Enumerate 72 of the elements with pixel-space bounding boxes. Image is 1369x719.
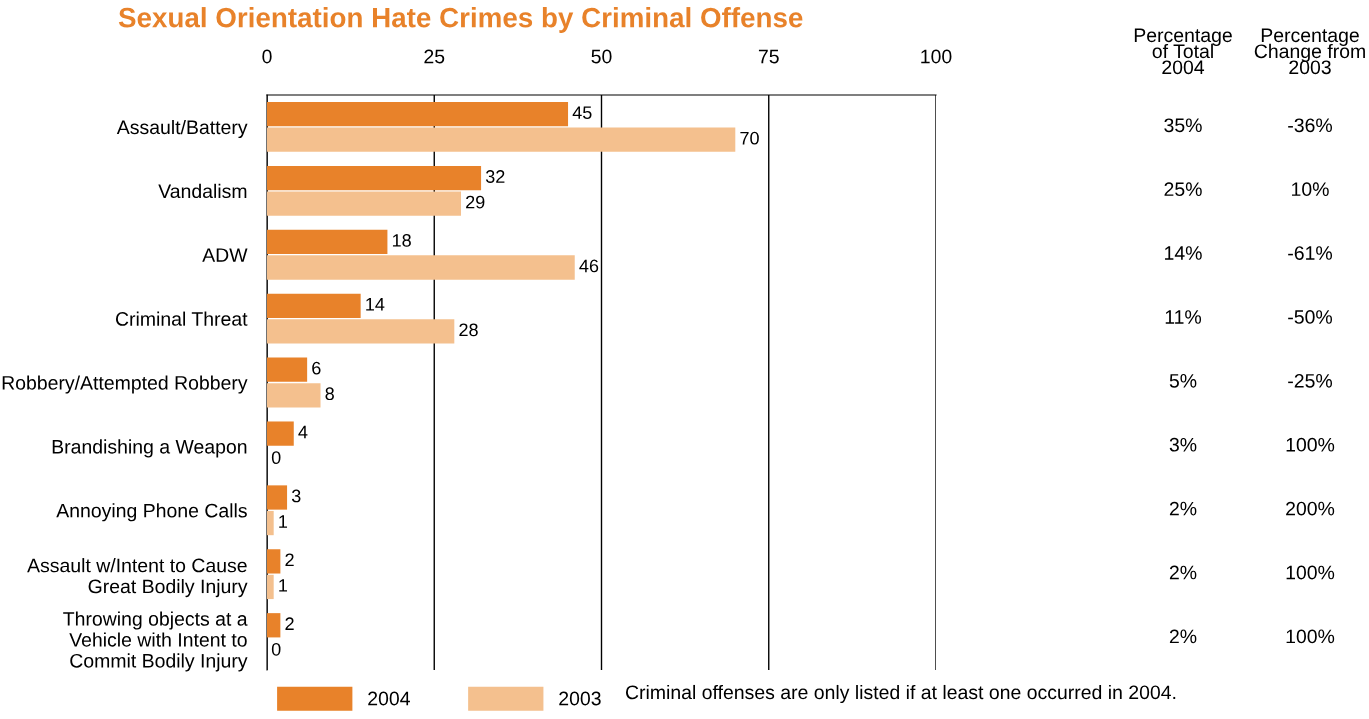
data-label: 18 bbox=[392, 234, 411, 247]
text: -50% bbox=[1288, 310, 1333, 324]
bar bbox=[267, 383, 321, 408]
text: 11% bbox=[1165, 310, 1202, 324]
y-tick-label: Throwing objects at a Vehicle with Intent to Commit Bodily Injury bbox=[63, 611, 248, 672]
text: 100% bbox=[1286, 565, 1335, 580]
bar bbox=[267, 357, 308, 382]
data-label: 45 bbox=[572, 106, 592, 120]
data-label: 28 bbox=[459, 323, 478, 337]
x-tick-label: 0 bbox=[262, 49, 272, 64]
y-tick-label: Assault/Battery bbox=[116, 119, 248, 139]
bar bbox=[267, 165, 482, 191]
data-label: 32 bbox=[485, 170, 505, 183]
text: Percentage of Total 2004 bbox=[1134, 28, 1232, 75]
bar bbox=[267, 127, 736, 152]
data-label: 3 bbox=[291, 489, 301, 503]
data-label: 4 bbox=[298, 425, 308, 439]
text: 35% bbox=[1164, 118, 1202, 133]
text: 2% bbox=[1169, 501, 1197, 516]
y-tick-label: Assault w/Intent to Cause Great Bodily Injury bbox=[27, 558, 248, 598]
chart-title: Sexual Orientation Hate Crimes by Criminal Offense bbox=[118, 7, 803, 33]
text: -61% bbox=[1288, 246, 1333, 260]
text: 100% bbox=[1286, 629, 1335, 644]
data-label: 1 bbox=[279, 515, 288, 528]
bar bbox=[267, 421, 294, 446]
bar bbox=[267, 293, 361, 318]
bar bbox=[267, 191, 462, 216]
bar bbox=[267, 102, 569, 127]
bar bbox=[267, 485, 288, 510]
text: 2% bbox=[1169, 565, 1197, 580]
bar bbox=[267, 255, 575, 280]
data-label: 1 bbox=[279, 579, 288, 592]
y-tick-label: Brandishing a Weapon bbox=[52, 439, 247, 458]
y-tick-label: Vandalism bbox=[158, 183, 247, 199]
y-tick-label: ADW bbox=[202, 248, 248, 262]
text: 5% bbox=[1169, 374, 1197, 388]
data-label: 29 bbox=[466, 195, 485, 209]
data-label: 70 bbox=[740, 131, 759, 145]
x-tick-label: 100 bbox=[921, 49, 952, 64]
data-label: 2 bbox=[285, 617, 294, 630]
legend-label: 2003 bbox=[559, 691, 601, 706]
data-label: 46 bbox=[579, 259, 599, 273]
text: Criminal offenses are only listed if at least one occurred in 2004. bbox=[625, 684, 1176, 704]
x-tick-label: 50 bbox=[591, 49, 612, 64]
y-tick-label: Criminal Threat bbox=[115, 311, 248, 326]
x-tick-label: 25 bbox=[424, 49, 445, 64]
text: 14% bbox=[1165, 246, 1202, 260]
text: 25% bbox=[1164, 182, 1202, 197]
y-tick-label: Robbery/Attempted Robbery bbox=[2, 375, 248, 394]
text: -25% bbox=[1288, 373, 1333, 388]
text: 10% bbox=[1292, 182, 1329, 197]
data-label: 6 bbox=[312, 361, 321, 375]
bar bbox=[267, 549, 281, 574]
data-label: 0 bbox=[271, 451, 281, 465]
text: 100% bbox=[1286, 437, 1335, 452]
bar bbox=[267, 510, 274, 536]
text: -36% bbox=[1288, 118, 1333, 133]
data-label: 14 bbox=[366, 298, 385, 311]
text: 2% bbox=[1169, 629, 1197, 644]
text: 3% bbox=[1169, 437, 1197, 452]
y-tick-label: Annoying Phone Calls bbox=[56, 503, 247, 522]
bar bbox=[267, 229, 388, 255]
data-label: 8 bbox=[325, 387, 334, 401]
bar bbox=[267, 319, 455, 344]
data-label: 0 bbox=[271, 642, 281, 656]
x-tick-label: 75 bbox=[758, 49, 779, 64]
text: Percentage Change from 2003 bbox=[1254, 28, 1365, 75]
text: 200% bbox=[1286, 501, 1335, 516]
bar bbox=[267, 613, 281, 638]
bar bbox=[267, 574, 274, 600]
legend-label: 2004 bbox=[368, 691, 410, 706]
data-label: 2 bbox=[285, 553, 294, 567]
